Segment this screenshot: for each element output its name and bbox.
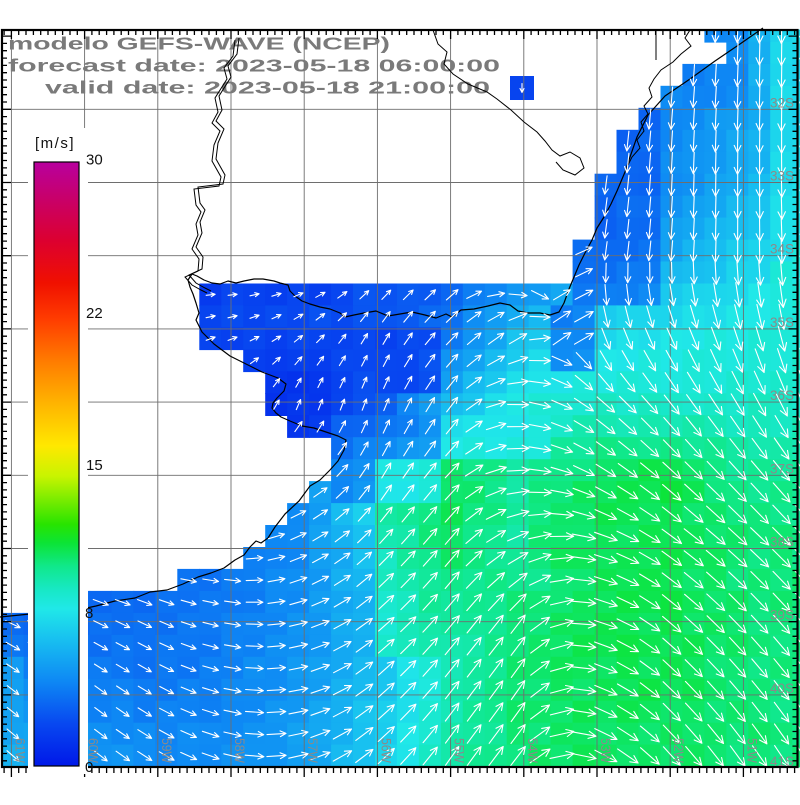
svg-text:51W: 51W — [744, 738, 759, 763]
svg-text:30: 30 — [86, 152, 103, 169]
svg-text:8: 8 — [85, 605, 93, 622]
svg-text:39S: 39S — [770, 608, 794, 623]
svg-text:58W: 58W — [232, 738, 247, 763]
svg-text:41S: 41S — [770, 754, 794, 769]
svg-text:38S: 38S — [770, 535, 794, 550]
svg-text:55W: 55W — [452, 738, 467, 763]
svg-text:32S: 32S — [770, 95, 794, 110]
svg-text:[m/s]: [m/s] — [35, 135, 75, 152]
svg-text:37S: 37S — [770, 461, 794, 476]
svg-text:modelo GEFS-WAVE (NCEP): modelo GEFS-WAVE (NCEP) — [8, 34, 390, 54]
svg-text:34S: 34S — [770, 242, 794, 257]
svg-text:52W: 52W — [671, 738, 686, 763]
svg-text:59W: 59W — [159, 738, 174, 763]
svg-text:61W: 61W — [12, 738, 27, 763]
svg-text:54W: 54W — [525, 738, 540, 763]
svg-text:53W: 53W — [598, 738, 613, 763]
svg-text:35S: 35S — [770, 315, 794, 330]
svg-text:22: 22 — [86, 305, 103, 322]
svg-text:56W: 56W — [378, 738, 393, 763]
svg-text:36S: 36S — [770, 388, 794, 403]
svg-text:forecast date: 2023-05-18 06:0: forecast date: 2023-05-18 06:00:00 — [8, 56, 500, 76]
svg-text:40S: 40S — [770, 681, 794, 696]
svg-text:15: 15 — [86, 457, 103, 474]
svg-text:0: 0 — [85, 759, 93, 776]
svg-text:33S: 33S — [770, 169, 794, 184]
svg-text:57W: 57W — [305, 738, 320, 763]
svg-text:60W: 60W — [86, 738, 101, 763]
svg-text:valid date: 2023-05-18 21:00:0: valid date: 2023-05-18 21:00:00 — [45, 78, 490, 98]
